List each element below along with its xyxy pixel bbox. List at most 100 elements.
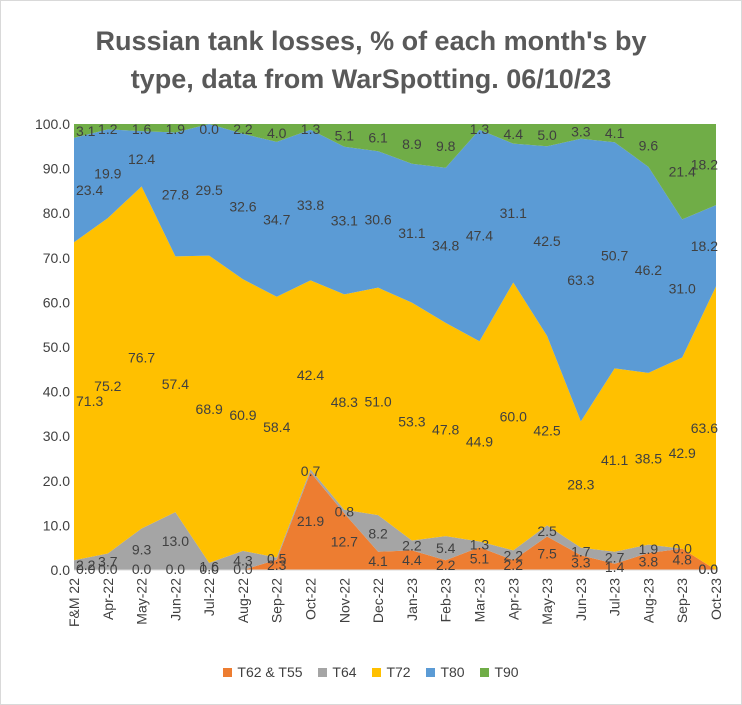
data-label: 2.3 (267, 557, 287, 573)
data-label: 18.2 (691, 157, 718, 173)
data-label: 31.1 (500, 205, 527, 221)
data-label: 2.2 (233, 121, 253, 137)
data-label: 42.9 (669, 445, 696, 461)
data-label: 42.4 (297, 367, 324, 383)
legend-swatch (480, 668, 490, 677)
area-t80 (74, 124, 716, 422)
data-label: 44.9 (466, 433, 493, 449)
data-label: 4.3 (233, 552, 253, 568)
chart-legend: T62 & T55 T64 T72 T80 T90 (0, 664, 742, 680)
data-label: 7.5 (537, 545, 557, 561)
data-label: 0.0 (199, 561, 219, 577)
x-tick-label: Jun-23 (573, 578, 589, 621)
data-label: 4.1 (605, 125, 625, 141)
data-label: 33.8 (297, 197, 324, 213)
data-label: 3.8 (639, 554, 659, 570)
data-label: 47.8 (432, 422, 459, 438)
data-label: 9.6 (639, 137, 659, 153)
data-label: 8.9 (402, 136, 422, 152)
data-label: 5.1 (470, 551, 490, 567)
data-label: 12.7 (331, 534, 358, 550)
data-label: 30.6 (364, 211, 391, 227)
area-t90 (74, 124, 716, 220)
data-label: 4.1 (368, 553, 388, 569)
data-label: 21.4 (669, 164, 696, 180)
data-label: 1.6 (199, 558, 219, 574)
data-label: 1.4 (605, 559, 625, 575)
data-label: 2.2 (504, 547, 524, 563)
chart-title-line-1: Russian tank losses, % of each month's b… (95, 26, 647, 56)
x-tick-label: F&M 22 (66, 578, 82, 627)
x-tick-label: Oct-23 (708, 578, 724, 620)
x-tick-label: Sep-22 (269, 578, 285, 623)
x-tick-label: Aug-23 (640, 578, 656, 623)
x-tick-label: Sep-23 (674, 578, 690, 623)
data-label: 31.1 (398, 225, 425, 241)
data-label: 1.9 (166, 121, 186, 137)
data-label: 4.8 (672, 551, 692, 567)
data-label: 2.2 (504, 557, 524, 573)
data-label: 3.3 (571, 123, 591, 139)
data-label: 46.2 (635, 262, 662, 278)
data-label: 18.2 (691, 238, 718, 254)
y-tick-label: 10.0 (43, 517, 70, 533)
data-label: 42.5 (533, 233, 560, 249)
data-label: 1.7 (571, 543, 591, 559)
y-tick-label: 40.0 (43, 384, 70, 400)
data-label: 12.4 (128, 151, 155, 167)
data-label: 2.2 (76, 557, 96, 573)
data-label: 5.1 (335, 127, 355, 143)
legend-item-t72: T72 (372, 664, 411, 680)
data-label: 0.0 (672, 541, 692, 557)
data-label: 60.0 (500, 408, 527, 424)
area-t64 (74, 469, 716, 570)
y-tick-label: 100.0 (35, 116, 70, 132)
x-tick-label: Aug-22 (235, 578, 251, 623)
data-label: 19.9 (94, 166, 121, 182)
legend-label: T90 (494, 664, 519, 680)
legend-item-t64: T64 (318, 664, 357, 680)
chart-title-line-2: type, data from WarSpotting. 06/10/23 (130, 64, 612, 94)
data-label: 4.4 (402, 552, 422, 568)
data-label: 4.4 (504, 126, 524, 142)
legend-label: T62 & T55 (237, 664, 303, 680)
data-label: 1.3 (470, 536, 490, 552)
data-label: 2.7 (605, 550, 625, 566)
y-tick-label: 70.0 (43, 250, 70, 266)
data-label: 9.3 (132, 541, 152, 557)
data-label: 2.2 (402, 537, 422, 553)
data-label: 0.0 (76, 561, 96, 577)
x-tick-label: Jul-22 (201, 578, 217, 616)
data-label: 32.6 (229, 199, 256, 215)
legend-swatch (372, 668, 382, 677)
y-tick-label: 50.0 (43, 339, 70, 355)
data-label: 3.7 (98, 554, 118, 570)
data-label: 3.1 (76, 123, 96, 139)
data-label: 63.6 (691, 420, 718, 436)
data-label: 21.9 (297, 513, 324, 529)
data-label: 53.3 (398, 414, 425, 430)
data-label: 0.5 (267, 551, 287, 567)
data-label: 42.5 (533, 423, 560, 439)
data-label: 0.8 (335, 504, 355, 520)
chart-title: Russian tank losses, % of each month's b… (0, 22, 742, 98)
data-label: 47.4 (466, 228, 493, 244)
data-label: 68.9 (196, 401, 223, 417)
data-label: 63.3 (567, 272, 594, 288)
data-label: 9.8 (436, 138, 456, 154)
y-tick-label: 0.0 (51, 562, 71, 578)
data-label: 0.0 (98, 561, 118, 577)
data-label: 3.3 (571, 555, 591, 571)
data-label: 34.7 (263, 211, 290, 227)
data-label: 0.0 (233, 561, 253, 577)
data-label: 23.4 (76, 182, 103, 198)
data-label: 5.4 (436, 540, 456, 556)
x-tick-label: Dec-22 (370, 578, 386, 623)
legend-swatch (318, 668, 328, 677)
x-tick-label: Apr-23 (505, 578, 521, 620)
legend-label: T64 (332, 664, 357, 680)
data-label: 0.7 (301, 463, 321, 479)
legend-label: T72 (386, 664, 411, 680)
x-tick-label: Apr-22 (100, 578, 116, 620)
